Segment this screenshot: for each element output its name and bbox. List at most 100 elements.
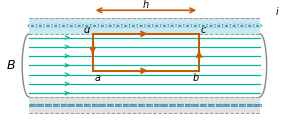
Circle shape [140,25,142,26]
Bar [68,104,74,106]
Circle shape [253,24,262,28]
Bar [37,104,43,106]
Bar [107,104,113,106]
Bar [138,104,144,106]
Text: $B$: $B$ [6,59,16,72]
Circle shape [179,25,181,26]
Circle shape [55,25,57,26]
Circle shape [186,25,189,26]
Circle shape [47,25,49,26]
Circle shape [224,25,229,27]
Circle shape [117,25,119,26]
Circle shape [198,24,208,28]
Circle shape [123,25,128,27]
Text: b: b [193,73,199,83]
Circle shape [216,25,221,27]
Text: d: d [84,25,90,35]
Circle shape [185,25,190,27]
Circle shape [31,25,34,26]
Bar [130,104,136,106]
Bar [45,104,51,106]
Bar [169,104,175,106]
Circle shape [200,25,206,27]
Bar [161,104,168,106]
Circle shape [191,24,200,28]
Circle shape [43,24,53,28]
Bar [115,104,121,106]
Bar [254,104,261,106]
Circle shape [245,24,254,28]
Circle shape [154,25,159,27]
Circle shape [98,24,107,28]
Circle shape [107,25,113,27]
Bar [239,104,245,106]
Circle shape [177,25,183,27]
Circle shape [233,25,235,26]
Circle shape [247,25,252,27]
Circle shape [210,25,212,26]
Circle shape [113,24,123,28]
Circle shape [167,24,177,28]
Circle shape [229,24,239,28]
Circle shape [256,25,259,26]
Circle shape [69,25,74,27]
Circle shape [152,24,161,28]
Bar [185,104,191,106]
Bar [60,104,67,106]
Circle shape [100,25,105,27]
Circle shape [59,24,68,28]
Circle shape [217,25,220,26]
Text: a: a [95,73,101,83]
Circle shape [30,25,35,27]
Circle shape [121,24,130,28]
Circle shape [76,25,82,27]
Circle shape [38,25,43,27]
Bar [200,104,206,106]
Circle shape [193,25,198,27]
Circle shape [78,25,80,26]
Circle shape [61,25,66,27]
Circle shape [183,24,192,28]
Bar [154,104,160,106]
Circle shape [171,25,173,26]
Circle shape [214,24,223,28]
Circle shape [82,24,92,28]
Text: h: h [143,0,149,10]
Circle shape [206,24,216,28]
Bar [192,104,199,106]
Circle shape [132,25,135,26]
Circle shape [225,25,228,26]
Circle shape [202,25,204,26]
Circle shape [169,25,175,27]
Text: i: i [275,7,278,17]
Circle shape [155,25,158,26]
Circle shape [93,25,96,26]
Bar [208,104,214,106]
Circle shape [131,25,136,27]
Circle shape [255,25,260,27]
Bar [29,97,260,113]
Circle shape [92,25,97,27]
Circle shape [45,25,51,27]
Bar [247,104,253,106]
Circle shape [194,25,197,26]
Circle shape [146,25,152,27]
Circle shape [28,24,37,28]
Circle shape [74,24,84,28]
Circle shape [90,24,99,28]
Circle shape [115,25,121,27]
Circle shape [105,24,115,28]
Circle shape [124,25,127,26]
Circle shape [241,25,243,26]
Circle shape [84,25,90,27]
Circle shape [231,25,237,27]
Bar [177,104,183,106]
Bar [84,104,90,106]
Circle shape [109,25,111,26]
Circle shape [101,25,104,26]
Circle shape [222,24,231,28]
Bar [146,104,152,106]
Bar [76,104,82,106]
Circle shape [67,24,76,28]
Bar [99,104,105,106]
